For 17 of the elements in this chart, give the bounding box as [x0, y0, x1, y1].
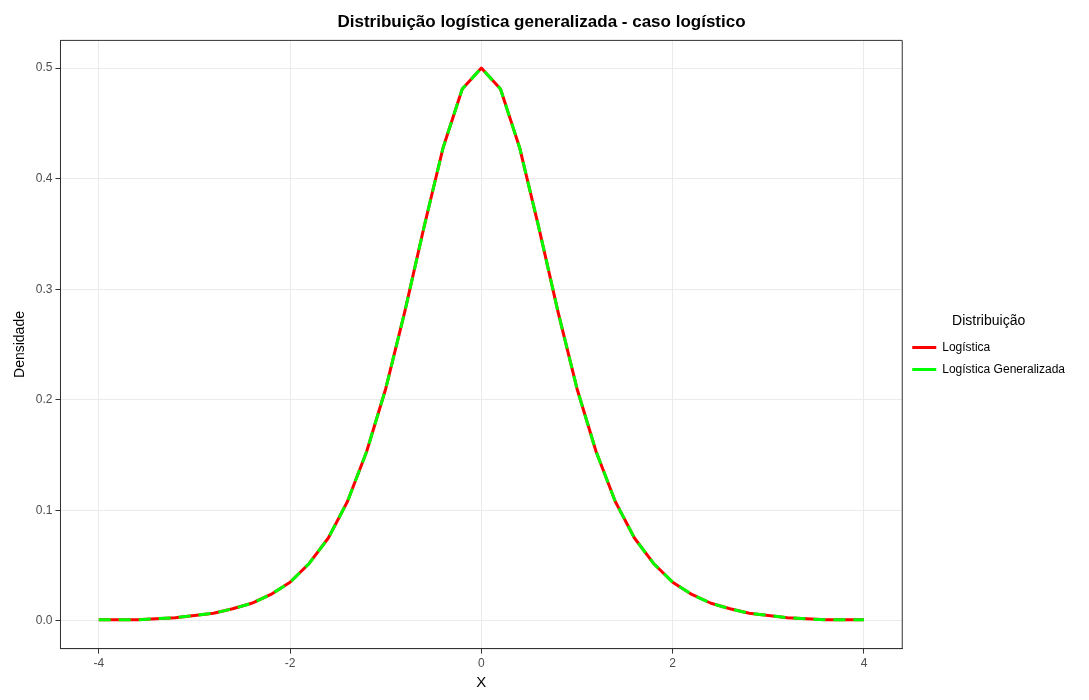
y-tick-label: 0.1 — [35, 502, 53, 517]
legend-label: Logística — [942, 339, 991, 354]
x-axis-title: X — [476, 673, 487, 691]
x-tick-label: -4 — [93, 656, 105, 671]
x-tick-label: 4 — [860, 656, 868, 671]
y-tick-label: 0.0 — [35, 613, 53, 628]
y-axis-title: Densidade — [11, 310, 28, 378]
y-tick-label: 0.4 — [35, 170, 53, 185]
y-tick-label: 0.5 — [35, 60, 53, 75]
chart-title: Distribuição logística generalizada - caso logístico — [337, 11, 746, 31]
x-tick-label: -2 — [284, 656, 296, 671]
y-tick-label: 0.3 — [35, 281, 53, 296]
x-tick-label: 0 — [478, 656, 486, 671]
legend-label: Logística Generalizada — [942, 361, 1066, 376]
legend-title: Distribuição — [952, 312, 1026, 329]
x-tick-label: 2 — [669, 656, 677, 671]
y-tick-label: 0.2 — [35, 392, 53, 407]
